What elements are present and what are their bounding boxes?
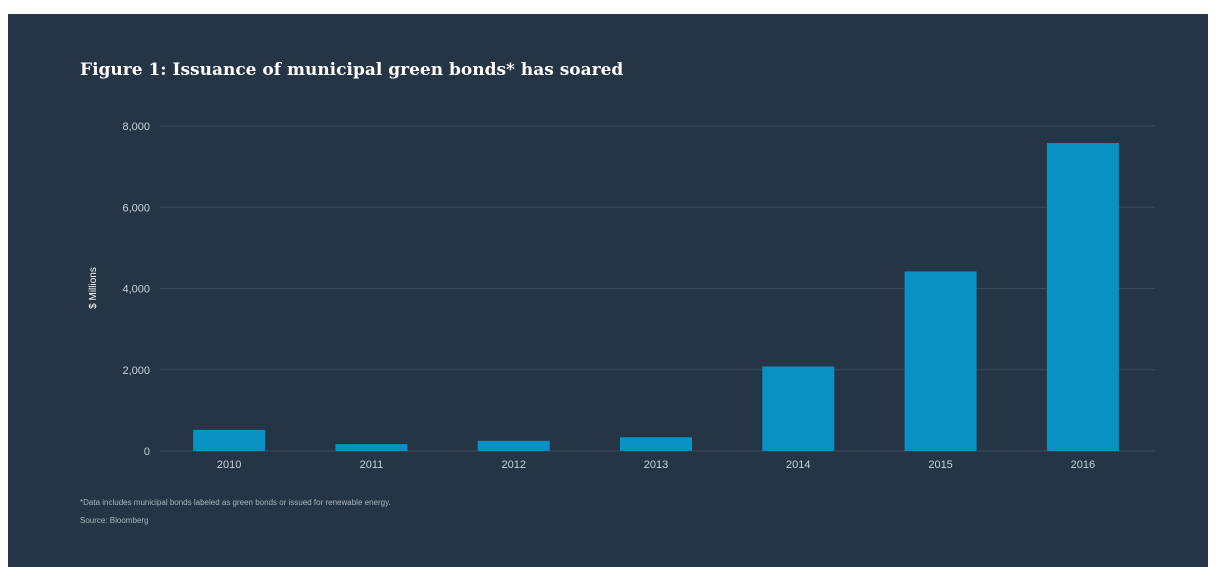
y-axis-ticks: 0 2,000 4,000 6,000 8,000	[122, 121, 150, 458]
x-tick-label: 2013	[644, 459, 668, 471]
bar-2010	[193, 429, 266, 451]
chart-footnote: *Data includes municipal bonds labeled a…	[80, 498, 391, 507]
bar-2016	[1046, 143, 1119, 451]
chart-title: Figure 1: Issuance of municipal green bo…	[80, 60, 624, 80]
x-axis-ticks: 2010 2011 2012 2013 2014 2015 2016	[217, 459, 1095, 471]
x-tick-label: 2014	[786, 459, 810, 471]
bar-2015	[904, 271, 977, 451]
x-tick-label: 2012	[501, 459, 525, 471]
bar-2011	[335, 444, 408, 451]
y-tick-label: 0	[144, 446, 150, 458]
chart-source: Source: Bloomberg	[80, 516, 149, 525]
y-tick-label: 6,000	[122, 202, 150, 214]
bars	[193, 143, 1119, 451]
y-tick-label: 2,000	[122, 365, 150, 377]
y-tick-label: 4,000	[122, 284, 150, 296]
chart-panel	[8, 14, 1208, 567]
y-tick-label: 8,000	[122, 121, 150, 133]
x-tick-label: 2015	[928, 459, 952, 471]
x-tick-label: 2016	[1071, 459, 1095, 471]
bar-2012	[477, 440, 550, 451]
gridlines	[160, 125, 1155, 452]
bar-2014	[762, 366, 835, 451]
x-tick-label: 2011	[360, 459, 384, 471]
bar-2013	[620, 437, 692, 451]
x-tick-label: 2010	[217, 459, 241, 471]
y-axis-label: $ Millions	[88, 267, 99, 309]
